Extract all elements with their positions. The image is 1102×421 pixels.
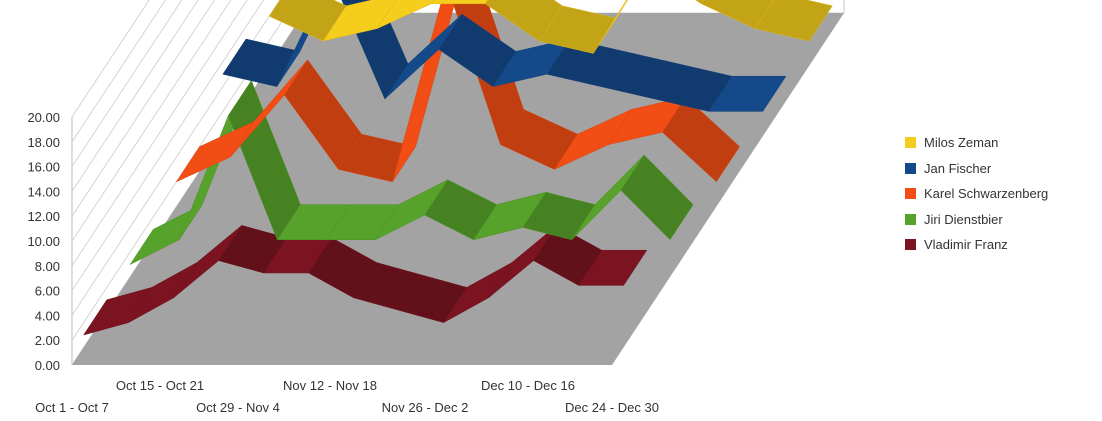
ribbon-segment <box>700 0 775 29</box>
y-tick-label: 12.00 <box>27 209 60 224</box>
y-tick-label: 14.00 <box>27 184 60 199</box>
legend-label: Milos Zeman <box>924 135 999 151</box>
y-tick-label: 6.00 <box>35 284 60 299</box>
ribbon-segment <box>430 0 489 5</box>
legend-swatch <box>905 213 916 225</box>
series-vladimir-franz <box>83 225 648 336</box>
legend-label: Jiri Dienstbier <box>924 211 1003 227</box>
legend-label: Vladimir Franz <box>924 237 1008 253</box>
legend-swatch <box>905 137 916 149</box>
gridline-side <box>71 0 281 316</box>
x-tick-label: Dec 24 - Dec 30 <box>565 400 659 415</box>
ribbon-segment <box>662 96 740 183</box>
y-tick-label: 4.00 <box>35 308 60 323</box>
ribbon-segment <box>620 154 694 241</box>
x-tick-label: Nov 26 - Dec 2 <box>382 400 469 415</box>
gridline-side <box>71 0 216 217</box>
y-tick-label: 0.00 <box>35 358 60 373</box>
x-tick-label: Oct 1 - Oct 7 <box>35 400 109 415</box>
gridline-side <box>71 0 248 267</box>
legend-item: Vladimir Franz <box>905 232 1048 258</box>
legend-swatch <box>905 239 916 251</box>
y-tick-label: 2.00 <box>35 333 60 348</box>
ribbon-segment <box>376 0 435 30</box>
gridline-side <box>71 0 232 242</box>
x-tick-label: Oct 15 - Oct 21 <box>116 378 204 393</box>
x-tick-label: Nov 12 - Nov 18 <box>283 378 377 393</box>
y-tick-label: 10.00 <box>27 234 60 249</box>
ribbon-segment <box>754 0 833 42</box>
ribbon-segment <box>578 249 648 286</box>
y-tick-label: 8.00 <box>35 259 60 274</box>
gridline-side <box>71 0 199 192</box>
y-tick-label: 20.00 <box>27 110 60 125</box>
legend-item: Karel Schwarzenberg <box>905 181 1048 207</box>
legend-item: Milos Zeman <box>905 130 1048 156</box>
y-tick-label: 18.00 <box>27 135 60 150</box>
gridline-side <box>71 0 150 118</box>
ribbon-segment <box>592 0 629 54</box>
legend-label: Karel Schwarzenberg <box>924 186 1049 202</box>
legend-item: Jan Fischer <box>905 156 1048 182</box>
ribbon-segment <box>708 75 787 112</box>
legend-item: Jiri Dienstbier <box>905 207 1048 233</box>
x-tick-label: Dec 10 - Dec 16 <box>481 378 575 393</box>
legend-swatch <box>905 162 916 174</box>
legend-label: Jan Fischer <box>924 160 992 176</box>
x-tick-label: Oct 29 - Nov 4 <box>196 400 280 415</box>
y-tick-label: 16.00 <box>27 160 60 175</box>
gridline-side <box>71 0 183 167</box>
series-milos-zeman <box>268 0 833 54</box>
ribbon-segment <box>322 0 397 42</box>
legend-swatch <box>905 188 916 200</box>
gridline-side <box>71 0 265 291</box>
legend: Milos Zeman Jan Fischer Karel Schwarzenber… <box>905 130 1048 258</box>
gridline-side <box>71 0 167 143</box>
